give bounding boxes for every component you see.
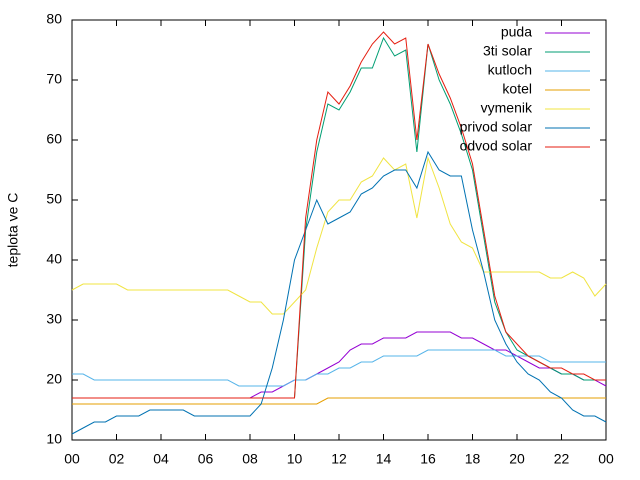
x-tick-label: 12 (331, 451, 347, 467)
y-tick-label: 50 (46, 191, 62, 207)
x-tick-label: 10 (287, 451, 303, 467)
y-tick-label: 30 (46, 311, 62, 327)
legend-label: kutloch (488, 62, 532, 78)
x-tick-label: 02 (109, 451, 125, 467)
x-tick-label: 06 (198, 451, 214, 467)
x-tick-label: 00 (64, 451, 80, 467)
y-tick-label: 10 (46, 431, 62, 447)
x-tick-label: 18 (465, 451, 481, 467)
x-tick-label: 20 (509, 451, 525, 467)
series-line (71, 156, 607, 315)
series-line (72, 331, 607, 399)
x-tick-label: 22 (554, 451, 570, 467)
legend-label: vymenik (481, 100, 533, 116)
y-tick-label: 20 (46, 371, 62, 387)
series-line (72, 397, 606, 405)
legend-label: 3ti solar (483, 43, 532, 59)
y-tick-label: 60 (46, 131, 62, 147)
legend-label: puda (501, 24, 532, 40)
series-line (72, 349, 606, 387)
y-tick-label: 80 (46, 11, 62, 27)
x-tick-label: 08 (242, 451, 258, 467)
x-tick-label: 16 (420, 451, 436, 467)
series-line (72, 31, 606, 399)
y-tick-label: 70 (46, 71, 62, 87)
series-line (71, 150, 607, 435)
y-tick-label: 40 (46, 251, 62, 267)
legend-label: odvod solar (460, 138, 533, 154)
legend-label: privod solar (460, 119, 533, 135)
legend-label: kotel (502, 81, 532, 97)
x-tick-label: 04 (153, 451, 169, 467)
x-tick-label: 00 (598, 451, 614, 467)
x-tick-label: 14 (376, 451, 392, 467)
y-axis-label: teplota ve C (5, 193, 21, 268)
